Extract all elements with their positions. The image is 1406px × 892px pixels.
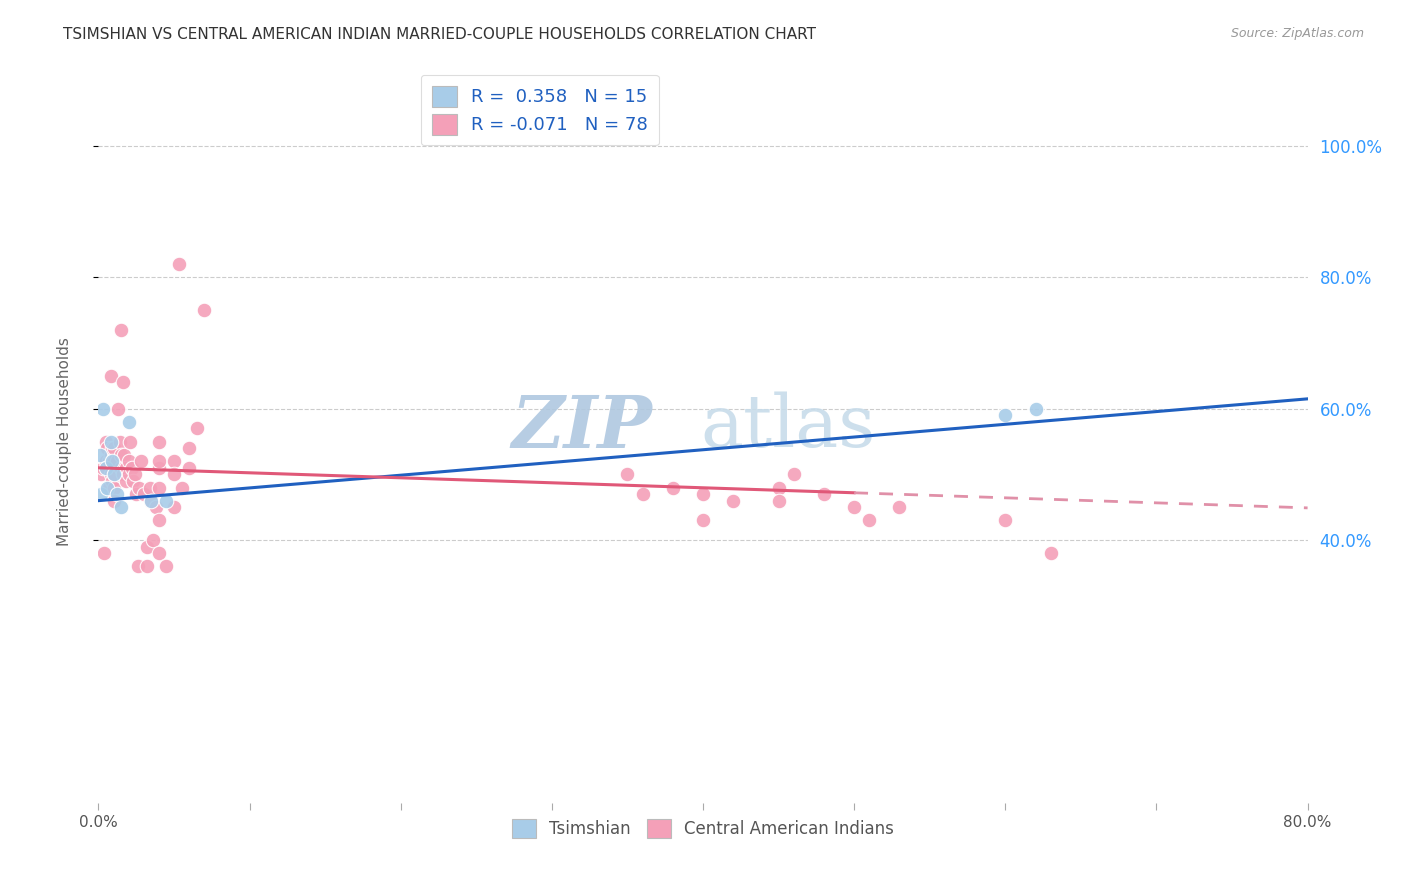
Point (141, 493, 163, 508)
Text: TSIMSHIAN VS CENTRAL AMERICAN INDIAN MARRIED-COUPLE HOUSEHOLDS CORRELATION CHART: TSIMSHIAN VS CENTRAL AMERICAN INDIAN MAR… (63, 27, 817, 42)
Point (103, 441, 125, 455)
Point (96, 441, 118, 455)
Point (163, 454, 186, 468)
Point (121, 460, 143, 475)
Point (768, 481, 790, 495)
Point (616, 467, 638, 482)
Point (98, 481, 121, 495)
Point (148, 454, 170, 468)
Point (148, 481, 170, 495)
Point (148, 434, 170, 449)
Point (111, 467, 134, 482)
Point (101, 454, 124, 468)
Point (135, 540, 157, 554)
Text: atlas: atlas (700, 392, 876, 462)
Point (110, 460, 132, 475)
Point (193, 303, 215, 318)
Point (100, 467, 122, 482)
Point (110, 323, 132, 337)
Point (118, 467, 141, 482)
Point (127, 559, 149, 574)
Point (107, 401, 129, 416)
Point (768, 493, 790, 508)
Point (141, 493, 163, 508)
Point (101, 454, 124, 468)
Text: ZIP: ZIP (512, 392, 652, 463)
Point (120, 434, 142, 449)
Point (170, 481, 193, 495)
Point (105, 454, 128, 468)
Point (813, 487, 835, 501)
Point (1024, 401, 1046, 416)
Point (91, 460, 114, 475)
Point (94, 434, 117, 449)
Point (89, 448, 111, 462)
Point (103, 467, 125, 482)
Point (114, 474, 136, 488)
Point (98, 454, 121, 468)
Point (105, 487, 128, 501)
Point (723, 493, 745, 508)
Point (122, 474, 145, 488)
Point (155, 493, 177, 508)
Point (163, 500, 186, 515)
Point (145, 500, 167, 515)
Point (148, 513, 170, 527)
Point (103, 493, 125, 508)
Point (114, 460, 136, 475)
Point (994, 409, 1017, 423)
Point (103, 481, 125, 495)
Point (101, 474, 124, 488)
Point (100, 368, 122, 383)
Point (186, 421, 208, 435)
Point (135, 559, 157, 574)
Point (112, 448, 135, 462)
Point (91, 401, 114, 416)
Point (100, 448, 122, 462)
Point (118, 415, 141, 429)
Point (148, 460, 170, 475)
Point (94, 454, 117, 468)
Point (100, 434, 122, 449)
Point (110, 448, 132, 462)
Point (142, 533, 165, 547)
Point (692, 513, 714, 527)
Point (163, 467, 186, 482)
Point (631, 487, 654, 501)
Point (108, 434, 131, 449)
Point (128, 481, 150, 495)
Point (94, 460, 117, 475)
Point (90, 467, 112, 482)
Point (858, 513, 880, 527)
Point (692, 487, 714, 501)
Point (103, 467, 125, 482)
Point (844, 500, 866, 515)
Point (125, 487, 148, 501)
Point (124, 467, 146, 482)
Point (132, 487, 155, 501)
Point (111, 376, 134, 390)
Point (661, 481, 683, 495)
Point (101, 441, 124, 455)
Point (110, 500, 132, 515)
Point (93, 546, 115, 560)
Point (889, 500, 911, 515)
Y-axis label: Married-couple Households: Married-couple Households (58, 337, 72, 546)
Point (118, 454, 141, 468)
Point (994, 513, 1017, 527)
Point (155, 559, 177, 574)
Point (1039, 546, 1062, 560)
Point (129, 454, 152, 468)
Point (139, 481, 162, 495)
Legend: Tsimshian, Central American Indians: Tsimshian, Central American Indians (506, 813, 900, 845)
Point (179, 460, 201, 475)
Point (103, 454, 125, 468)
Text: Source: ZipAtlas.com: Source: ZipAtlas.com (1230, 27, 1364, 40)
Point (148, 546, 170, 560)
Point (179, 441, 201, 455)
Point (167, 257, 190, 271)
Point (783, 467, 806, 482)
Point (90, 487, 112, 501)
Point (96, 481, 118, 495)
